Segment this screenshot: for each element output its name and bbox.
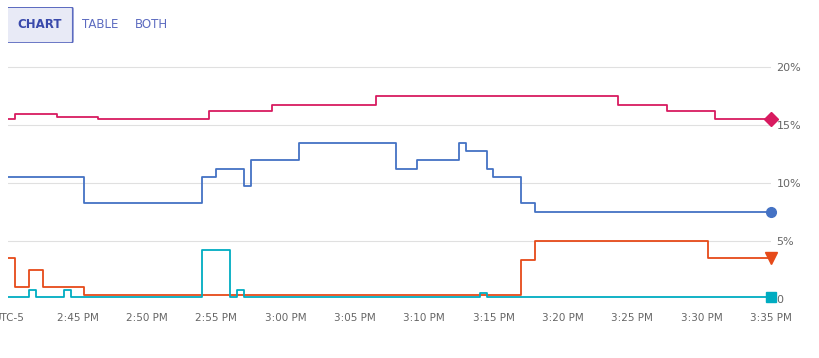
FancyBboxPatch shape	[7, 7, 73, 43]
Text: CHART: CHART	[17, 18, 62, 31]
Text: TABLE: TABLE	[82, 18, 118, 31]
Text: BOTH: BOTH	[135, 18, 168, 31]
